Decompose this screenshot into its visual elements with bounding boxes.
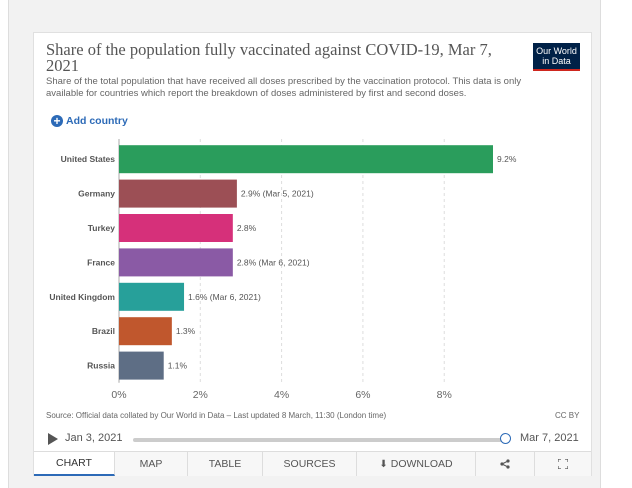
owid-logo[interactable]: Our World in Data: [533, 43, 580, 71]
value-label: 1.6% (Mar 6, 2021): [188, 292, 261, 302]
bar: [119, 145, 493, 174]
play-icon[interactable]: [48, 433, 58, 445]
bar: [119, 351, 164, 380]
chart-subtitle: Share of the total population that have …: [46, 76, 522, 99]
category-label: Russia: [87, 361, 115, 371]
value-label: 1.1%: [168, 361, 188, 371]
timeline-start-date: Jan 3, 2021: [65, 432, 123, 444]
left-panel: [0, 0, 9, 488]
x-tick-label: 2%: [193, 389, 208, 401]
tab-expand[interactable]: [535, 452, 591, 476]
bar: [119, 214, 233, 242]
tab-share[interactable]: [476, 452, 535, 476]
plus-icon: +: [51, 115, 63, 127]
share-icon: [500, 459, 510, 469]
value-label: 2.8% (Mar 6, 2021): [237, 257, 310, 267]
tab-bar: CHART MAP TABLE SOURCES ⬇ DOWNLOAD: [34, 451, 591, 476]
tab-sources[interactable]: SOURCES: [263, 452, 357, 476]
timeline: Jan 3, 2021 Mar 7, 2021: [46, 429, 586, 449]
tab-chart[interactable]: CHART: [34, 452, 115, 476]
category-label: Brazil: [92, 326, 115, 336]
bar-chart: 0% 2% 4% 6% 8% United States 9.2% Germany 2.9% (…: [49, 139, 517, 401]
x-tick-label: 6%: [355, 389, 370, 401]
x-tick-label: 4%: [274, 389, 289, 401]
download-icon: ⬇: [379, 458, 388, 470]
bar: [119, 282, 185, 311]
logo-line-1: Our World: [536, 46, 577, 56]
category-label: United States: [61, 154, 116, 164]
value-label: 9.2%: [497, 154, 517, 164]
add-country-button[interactable]: + Add country: [51, 113, 128, 129]
tab-table[interactable]: TABLE: [188, 452, 263, 476]
tab-map[interactable]: MAP: [115, 452, 188, 476]
bar: [119, 248, 233, 277]
category-label: France: [87, 257, 115, 267]
x-tick-label: 8%: [437, 389, 452, 401]
category-label: Turkey: [88, 223, 116, 233]
category-label: United Kingdom: [49, 292, 115, 302]
value-label: 2.9% (Mar 5, 2021): [241, 189, 314, 199]
chart-card: Share of the population fully vaccinated…: [33, 32, 592, 476]
category-label: Germany: [78, 189, 115, 199]
x-tick-label: 0%: [111, 389, 126, 401]
timeline-handle[interactable]: [500, 433, 511, 444]
value-label: 1.3%: [176, 326, 196, 336]
tab-download[interactable]: ⬇ DOWNLOAD: [357, 452, 476, 476]
bar: [119, 179, 237, 208]
license-link[interactable]: CC BY: [555, 411, 580, 420]
add-country-label: Add country: [66, 115, 128, 127]
logo-line-2: in Data: [542, 56, 571, 66]
download-label: DOWNLOAD: [390, 458, 453, 470]
value-label: 2.8%: [237, 223, 257, 233]
chart-title: Share of the population fully vaccinated…: [46, 40, 492, 75]
bar: [119, 317, 172, 346]
source-note: Source: Official data collated by Our Wo…: [46, 411, 387, 420]
timeline-track[interactable]: [133, 438, 508, 442]
timeline-end-date: Mar 7, 2021: [520, 432, 579, 444]
right-panel: [600, 0, 632, 488]
expand-icon: [558, 459, 568, 469]
